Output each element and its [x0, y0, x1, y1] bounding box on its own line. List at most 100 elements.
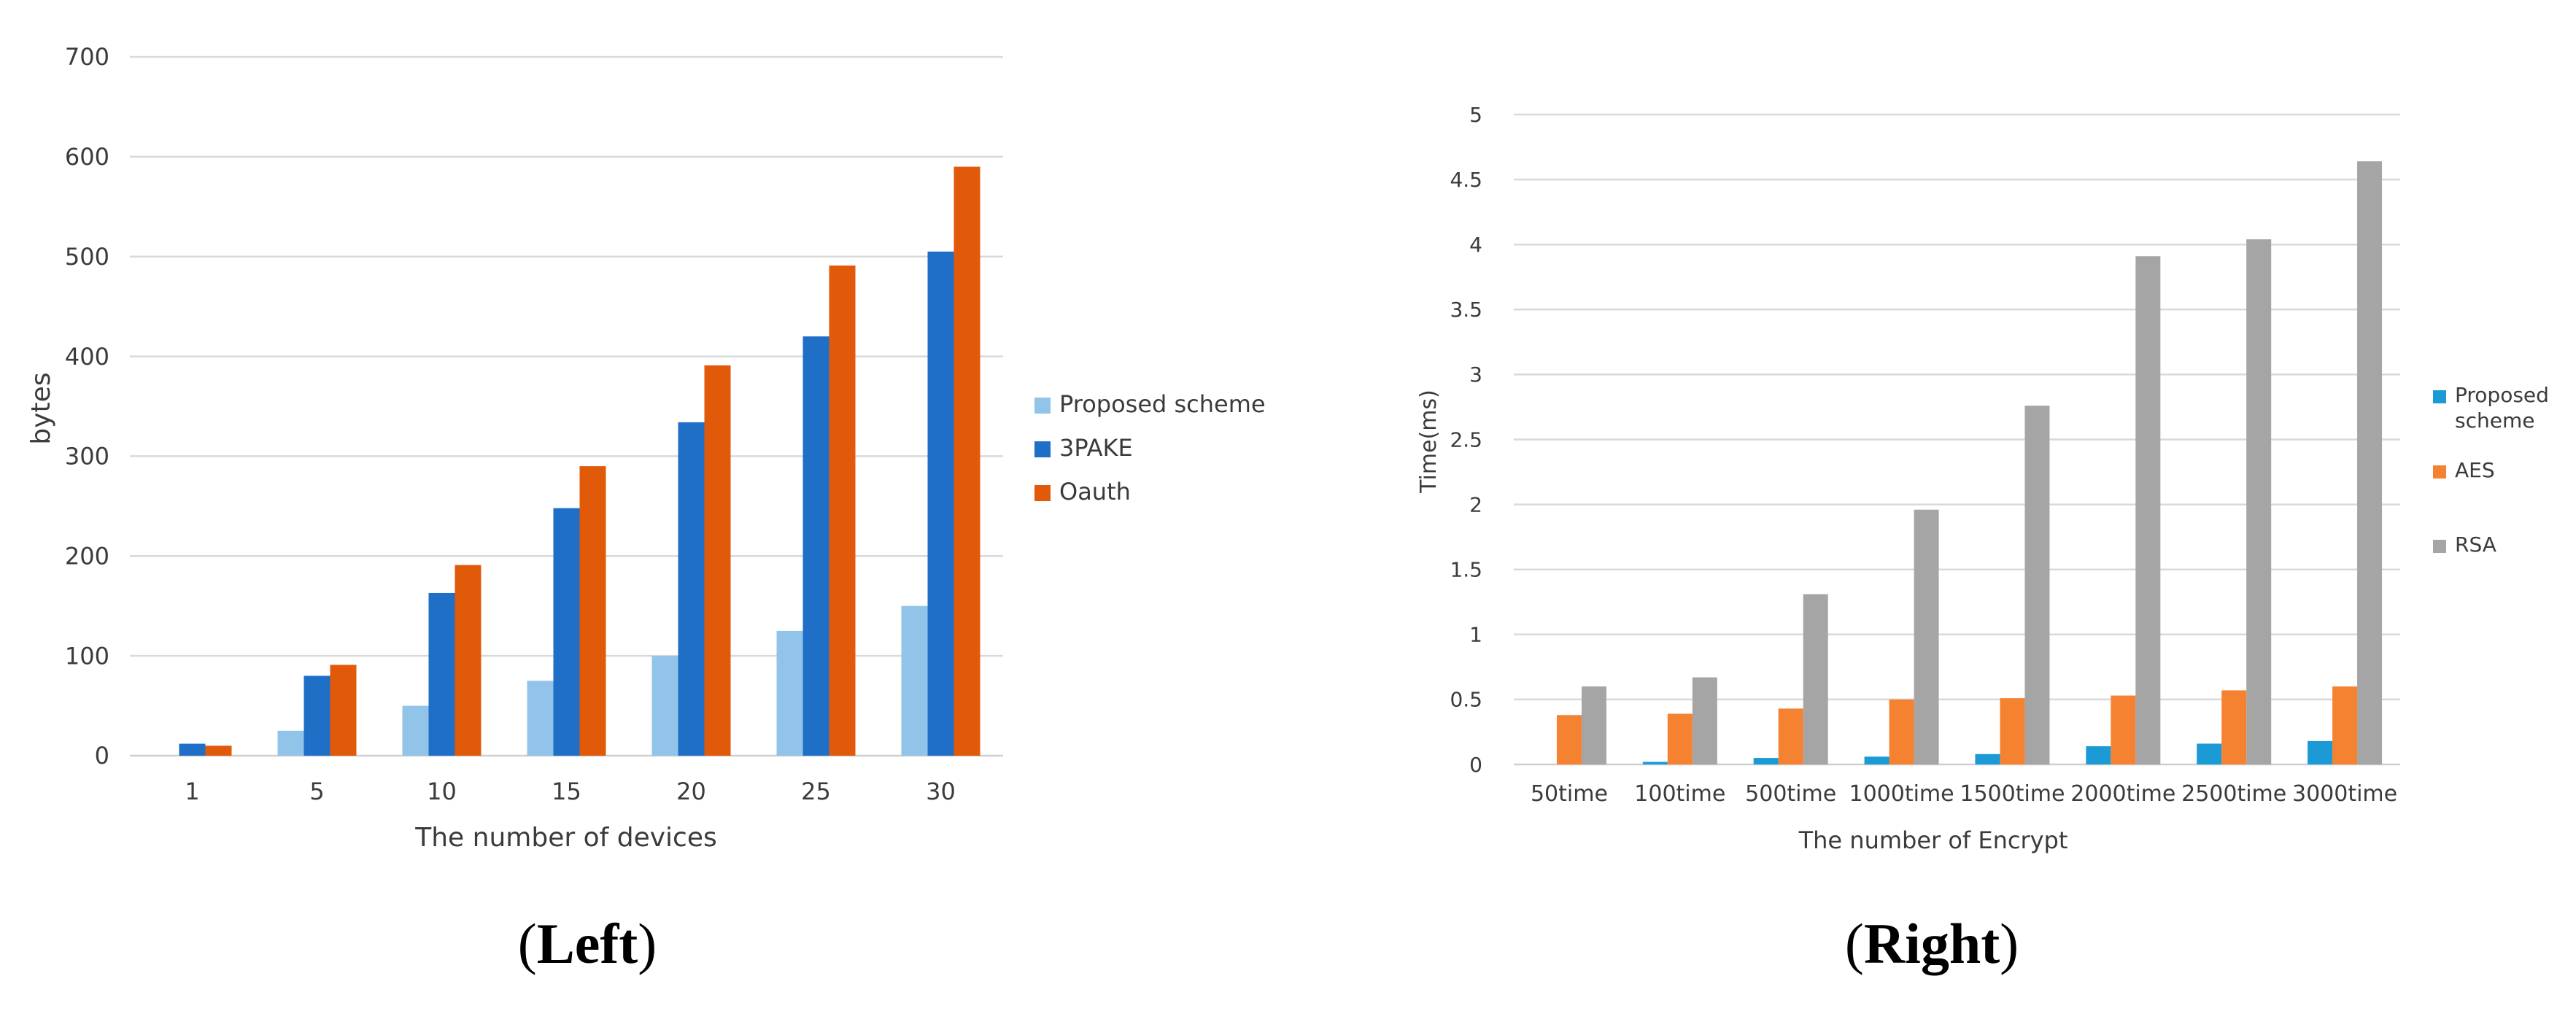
- right-y-tick-labels: 0 0.5 1 1.5 2 2.5 3 3.5 4 4.5 5: [1450, 103, 1482, 777]
- left-caption-word: Left: [537, 912, 638, 975]
- left-y-tick-label: 400: [65, 343, 109, 371]
- left-y-tick-label: 100: [65, 642, 109, 670]
- right-bar-aes-1500time: [2000, 698, 2025, 764]
- left-bar-proposed-scheme-5: [277, 730, 304, 756]
- left-bar-3pake-30: [927, 251, 954, 756]
- right-bar-aes-100time: [1667, 713, 1693, 764]
- left-caption-open: (: [518, 912, 537, 975]
- right-x-tick-label: 500time: [1745, 781, 1836, 807]
- right-bar-aes-1000time: [1889, 699, 1914, 764]
- left-x-tick-label: 20: [676, 778, 706, 805]
- right-caption-close: ): [2000, 912, 2019, 975]
- right-bar-aes-2000time: [2111, 695, 2136, 764]
- right-bars: [1556, 161, 2383, 765]
- right-legend: Proposed scheme AES RSA: [2433, 383, 2549, 557]
- left-y-axis-title: bytes: [26, 372, 56, 444]
- right-bar-proposed-scheme-2000time: [2086, 746, 2111, 764]
- right-legend-swatch: [2433, 390, 2446, 403]
- left-y-tick-label: 500: [65, 243, 109, 271]
- left-bar-3pake-25: [802, 336, 829, 756]
- right-legend-swatch: [2433, 465, 2446, 479]
- left-bar-oauth-20: [704, 365, 731, 756]
- right-legend-label: AES: [2455, 458, 2495, 482]
- right-panel-caption: (Right): [1845, 912, 2019, 975]
- right-x-tick-label: 1500time: [1960, 781, 2065, 807]
- right-y-tick-label: 2: [1469, 492, 1482, 516]
- right-caption-word: Right: [1864, 912, 2000, 975]
- left-bar-proposed-scheme-15: [527, 681, 554, 756]
- right-x-tick-label: 1000time: [1849, 781, 1954, 807]
- left-bar-3pake-15: [553, 508, 580, 756]
- right-x-tick-label: 3000time: [2292, 781, 2397, 807]
- right-bar-proposed-scheme-1000time: [1864, 756, 1890, 764]
- right-legend-label: Proposed scheme: [2455, 383, 2549, 433]
- left-x-axis-title: The number of devices: [414, 823, 717, 853]
- right-bar-proposed-scheme-2500time: [2197, 743, 2222, 764]
- left-caption-close: ): [638, 912, 657, 975]
- right-bar-proposed-scheme-500time: [1753, 758, 1779, 764]
- right-bar-rsa-50time: [1581, 686, 1606, 764]
- right-y-tick-label: 3.5: [1450, 298, 1482, 322]
- right-x-tick-labels: 50time 100time 500time 1000time 1500time 2000…: [1531, 781, 2397, 807]
- right-bar-rsa-2000time: [2135, 256, 2161, 764]
- right-y-tick-label: 4.5: [1450, 168, 1482, 192]
- left-bar-3pake-10: [428, 592, 455, 756]
- right-bar-aes-50time: [1556, 715, 1582, 764]
- left-bars: [179, 166, 980, 756]
- left-x-tick-label: 25: [801, 778, 831, 805]
- right-y-tick-label: 0.5: [1450, 688, 1482, 712]
- left-bar-proposed-scheme-30: [901, 605, 928, 756]
- left-x-tick-labels: 1 5 10 15 20 25 30: [185, 778, 956, 805]
- left-y-tick-labels: 0 100 200 300 400 500 600 700: [65, 43, 109, 770]
- right-bar-proposed-scheme-100time: [1642, 762, 1668, 764]
- left-y-tick-label: 600: [65, 143, 109, 171]
- left-panel-caption: (Left): [518, 912, 657, 975]
- right-y-tick-label: 3: [1469, 363, 1482, 387]
- right-bar-aes-500time: [1778, 708, 1803, 764]
- right-legend-label: RSA: [2455, 532, 2496, 557]
- left-bar-proposed-scheme-20: [651, 656, 678, 756]
- right-y-tick-label: 1.5: [1450, 558, 1482, 582]
- right-bar-rsa-100time: [1692, 677, 1717, 764]
- left-legend: Proposed scheme 3PAKE Oauth: [1034, 390, 1266, 506]
- right-bar-rsa-3000time: [2357, 161, 2383, 765]
- right-x-tick-label: 50time: [1531, 781, 1608, 807]
- left-bar-oauth-15: [579, 466, 606, 756]
- left-bar-oauth-30: [954, 166, 980, 756]
- left-bar-oauth-25: [829, 266, 856, 756]
- right-x-tick-label: 100time: [1634, 781, 1725, 807]
- left-bar-proposed-scheme-10: [402, 705, 429, 756]
- left-y-tick-label: 200: [65, 542, 109, 570]
- right-bar-rsa-1500time: [2024, 406, 2050, 764]
- left-x-tick-label: 10: [427, 778, 457, 805]
- right-x-tick-label: 2000time: [2070, 781, 2175, 807]
- right-chart: 0 0.5 1 1.5 2 2.5 3 3.5 4 4.5 5 50time 100time 500ti…: [1416, 103, 2549, 854]
- left-y-tick-label: 700: [65, 43, 109, 71]
- left-bar-oauth-5: [330, 665, 357, 756]
- right-y-tick-label: 2.5: [1450, 427, 1482, 452]
- right-bar-rsa-1000time: [1914, 509, 1939, 764]
- left-bar-3pake-1: [179, 743, 206, 756]
- left-legend-label: Proposed scheme: [1059, 390, 1266, 418]
- left-x-tick-label: 15: [552, 778, 581, 805]
- left-x-tick-label: 5: [309, 778, 324, 805]
- left-bar-3pake-5: [303, 675, 330, 756]
- right-y-axis-title: Time(ms): [1416, 390, 1442, 494]
- left-bar-3pake-20: [678, 422, 705, 756]
- right-legend-swatch: [2433, 540, 2446, 553]
- right-x-tick-label: 2500time: [2181, 781, 2286, 807]
- left-y-tick-label: 300: [65, 443, 109, 470]
- left-bar-oauth-1: [205, 745, 232, 756]
- right-x-axis-title: The number of Encrypt: [1798, 826, 2068, 854]
- right-caption-open: (: [1845, 912, 1864, 975]
- right-bar-rsa-500time: [1803, 594, 1828, 764]
- left-x-tick-label: 1: [185, 778, 199, 805]
- right-bar-aes-2500time: [2221, 690, 2247, 764]
- right-bar-rsa-2500time: [2246, 239, 2272, 764]
- right-bar-proposed-scheme-3000time: [2308, 740, 2333, 764]
- right-bar-proposed-scheme-1500time: [1975, 754, 2000, 764]
- left-legend-swatch: [1034, 398, 1051, 414]
- left-y-tick-label: 0: [95, 742, 109, 770]
- left-bar-proposed-scheme-25: [776, 630, 803, 756]
- right-bar-aes-3000time: [2332, 686, 2358, 764]
